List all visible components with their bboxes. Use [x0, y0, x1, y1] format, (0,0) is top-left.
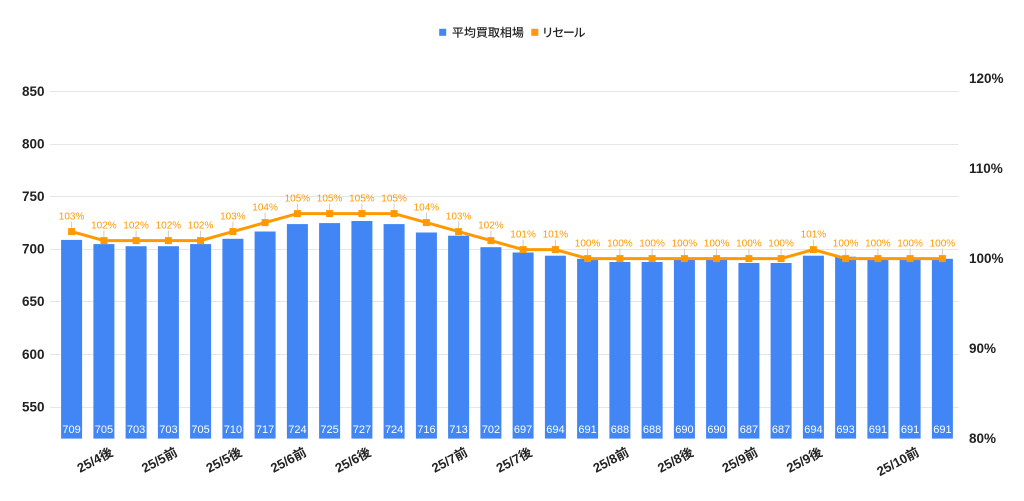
svg-text:100%: 100% — [930, 239, 956, 250]
svg-text:850: 850 — [22, 84, 45, 99]
svg-text:100%: 100% — [672, 239, 698, 250]
svg-text:694: 694 — [546, 424, 564, 436]
svg-text:102%: 102% — [188, 221, 214, 232]
svg-text:687: 687 — [772, 424, 790, 436]
svg-text:100%: 100% — [575, 239, 601, 250]
svg-text:104%: 104% — [414, 203, 440, 214]
svg-text:750: 750 — [22, 189, 45, 204]
svg-text:703: 703 — [159, 424, 177, 436]
svg-text:101%: 101% — [543, 230, 569, 241]
svg-text:105%: 105% — [317, 194, 343, 205]
svg-text:110%: 110% — [969, 161, 1003, 176]
svg-text:691: 691 — [901, 424, 919, 436]
svg-text:691: 691 — [933, 424, 951, 436]
svg-text:724: 724 — [385, 424, 403, 436]
svg-text:691: 691 — [578, 424, 596, 436]
svg-text:101%: 101% — [510, 230, 536, 241]
svg-text:102%: 102% — [123, 221, 149, 232]
svg-text:102%: 102% — [156, 221, 182, 232]
svg-text:716: 716 — [417, 424, 435, 436]
svg-text:103%: 103% — [446, 212, 472, 223]
svg-text:100%: 100% — [704, 239, 730, 250]
svg-text:100%: 100% — [768, 239, 794, 250]
svg-text:688: 688 — [643, 424, 661, 436]
svg-text:100%: 100% — [639, 239, 665, 250]
svg-text:104%: 104% — [252, 203, 278, 214]
svg-text:693: 693 — [836, 424, 854, 436]
svg-text:100%: 100% — [865, 239, 891, 250]
svg-text:650: 650 — [22, 294, 45, 309]
svg-text:80%: 80% — [969, 431, 996, 446]
svg-text:705: 705 — [95, 424, 113, 436]
svg-text:687: 687 — [740, 424, 758, 436]
svg-text:690: 690 — [707, 424, 725, 436]
svg-text:103%: 103% — [220, 212, 246, 223]
svg-text:100%: 100% — [736, 239, 762, 250]
svg-text:710: 710 — [224, 424, 242, 436]
svg-text:120%: 120% — [969, 71, 1004, 86]
svg-text:727: 727 — [353, 424, 371, 436]
svg-text:800: 800 — [22, 137, 45, 152]
svg-text:100%: 100% — [969, 251, 1004, 266]
svg-text:105%: 105% — [381, 194, 407, 205]
svg-text:690: 690 — [675, 424, 693, 436]
svg-text:105%: 105% — [349, 194, 375, 205]
svg-text:688: 688 — [611, 424, 629, 436]
svg-text:691: 691 — [869, 424, 887, 436]
svg-text:105%: 105% — [285, 194, 311, 205]
svg-text:103%: 103% — [59, 212, 85, 223]
svg-text:102%: 102% — [91, 221, 117, 232]
svg-text:101%: 101% — [801, 230, 827, 241]
svg-text:702: 702 — [482, 424, 500, 436]
svg-text:697: 697 — [514, 424, 532, 436]
svg-text:102%: 102% — [478, 221, 504, 232]
svg-text:100%: 100% — [607, 239, 633, 250]
svg-text:90%: 90% — [969, 341, 996, 356]
svg-text:600: 600 — [22, 347, 45, 362]
svg-text:100%: 100% — [833, 239, 859, 250]
svg-text:705: 705 — [191, 424, 209, 436]
svg-text:703: 703 — [127, 424, 145, 436]
svg-text:100%: 100% — [897, 239, 923, 250]
svg-text:550: 550 — [22, 399, 45, 414]
svg-text:717: 717 — [256, 424, 274, 436]
svg-text:700: 700 — [22, 242, 45, 257]
svg-text:709: 709 — [62, 424, 80, 436]
svg-text:713: 713 — [449, 424, 467, 436]
svg-text:725: 725 — [320, 424, 338, 436]
svg-text:724: 724 — [288, 424, 306, 436]
svg-text:694: 694 — [804, 424, 822, 436]
